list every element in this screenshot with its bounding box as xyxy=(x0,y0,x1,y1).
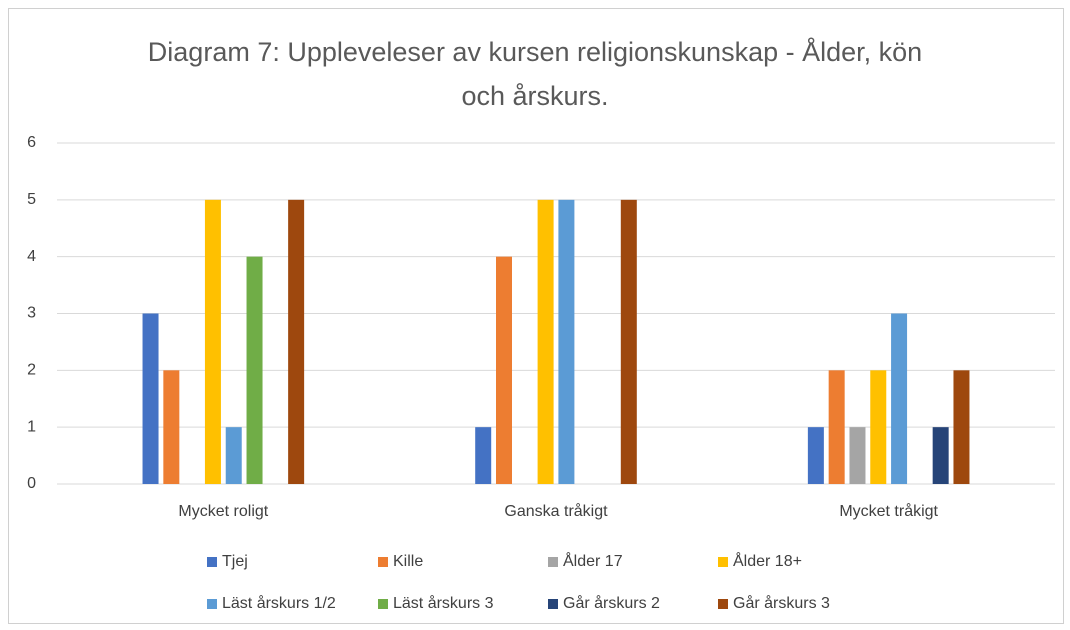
y-tick-label: 2 xyxy=(27,362,36,379)
legend-swatch xyxy=(207,599,217,609)
legend-label: Läst årskurs 1/2 xyxy=(222,594,336,612)
legend-swatch xyxy=(378,557,388,567)
y-tick-label: 6 xyxy=(27,134,36,151)
legend-label: Går årskurs 2 xyxy=(563,594,660,612)
bar xyxy=(163,370,180,484)
legend-label: Går årskurs 3 xyxy=(733,594,830,612)
legend-swatch xyxy=(207,557,217,567)
title-box: Diagram 7: Uppleveleser av kursen religi… xyxy=(0,30,1070,118)
y-tick-label: 1 xyxy=(27,418,36,435)
bar xyxy=(870,370,887,484)
chart-frame xyxy=(8,8,1064,624)
y-tick-label: 0 xyxy=(27,475,36,492)
bar xyxy=(246,256,263,484)
x-tick-label: Ganska tråkigt xyxy=(504,502,608,520)
bar xyxy=(288,199,305,485)
legend-swatch xyxy=(378,599,388,609)
legend-swatch xyxy=(718,599,728,609)
bar xyxy=(932,427,949,484)
chart-title: Diagram 7: Uppleveleser av kursen religi… xyxy=(147,37,923,111)
bar xyxy=(142,313,159,484)
x-tick-label: Mycket tråkigt xyxy=(839,502,938,520)
bar xyxy=(620,199,637,485)
y-tick-label: 3 xyxy=(27,305,36,322)
y-tick-label: 4 xyxy=(27,248,36,265)
legend-label: Ålder 18+ xyxy=(733,551,802,570)
bar xyxy=(891,313,908,484)
bar xyxy=(849,427,866,484)
legend-label: Kille xyxy=(393,553,423,570)
y-tick-label: 5 xyxy=(27,191,36,208)
bar xyxy=(225,427,242,484)
x-tick-label: Mycket roligt xyxy=(178,503,268,520)
legend-swatch xyxy=(548,557,558,567)
legend-label: Läst årskurs 3 xyxy=(393,594,494,612)
bar xyxy=(475,427,492,484)
bar xyxy=(807,427,824,484)
legend-label: Tjej xyxy=(222,553,248,570)
bar xyxy=(558,199,575,485)
legend-label: Ålder 17 xyxy=(563,551,623,570)
bar xyxy=(537,199,554,485)
bar xyxy=(496,256,512,484)
bar xyxy=(828,370,845,484)
legend-swatch xyxy=(718,557,728,567)
bar xyxy=(204,199,221,485)
bar xyxy=(953,370,970,484)
legend-swatch xyxy=(548,599,558,609)
